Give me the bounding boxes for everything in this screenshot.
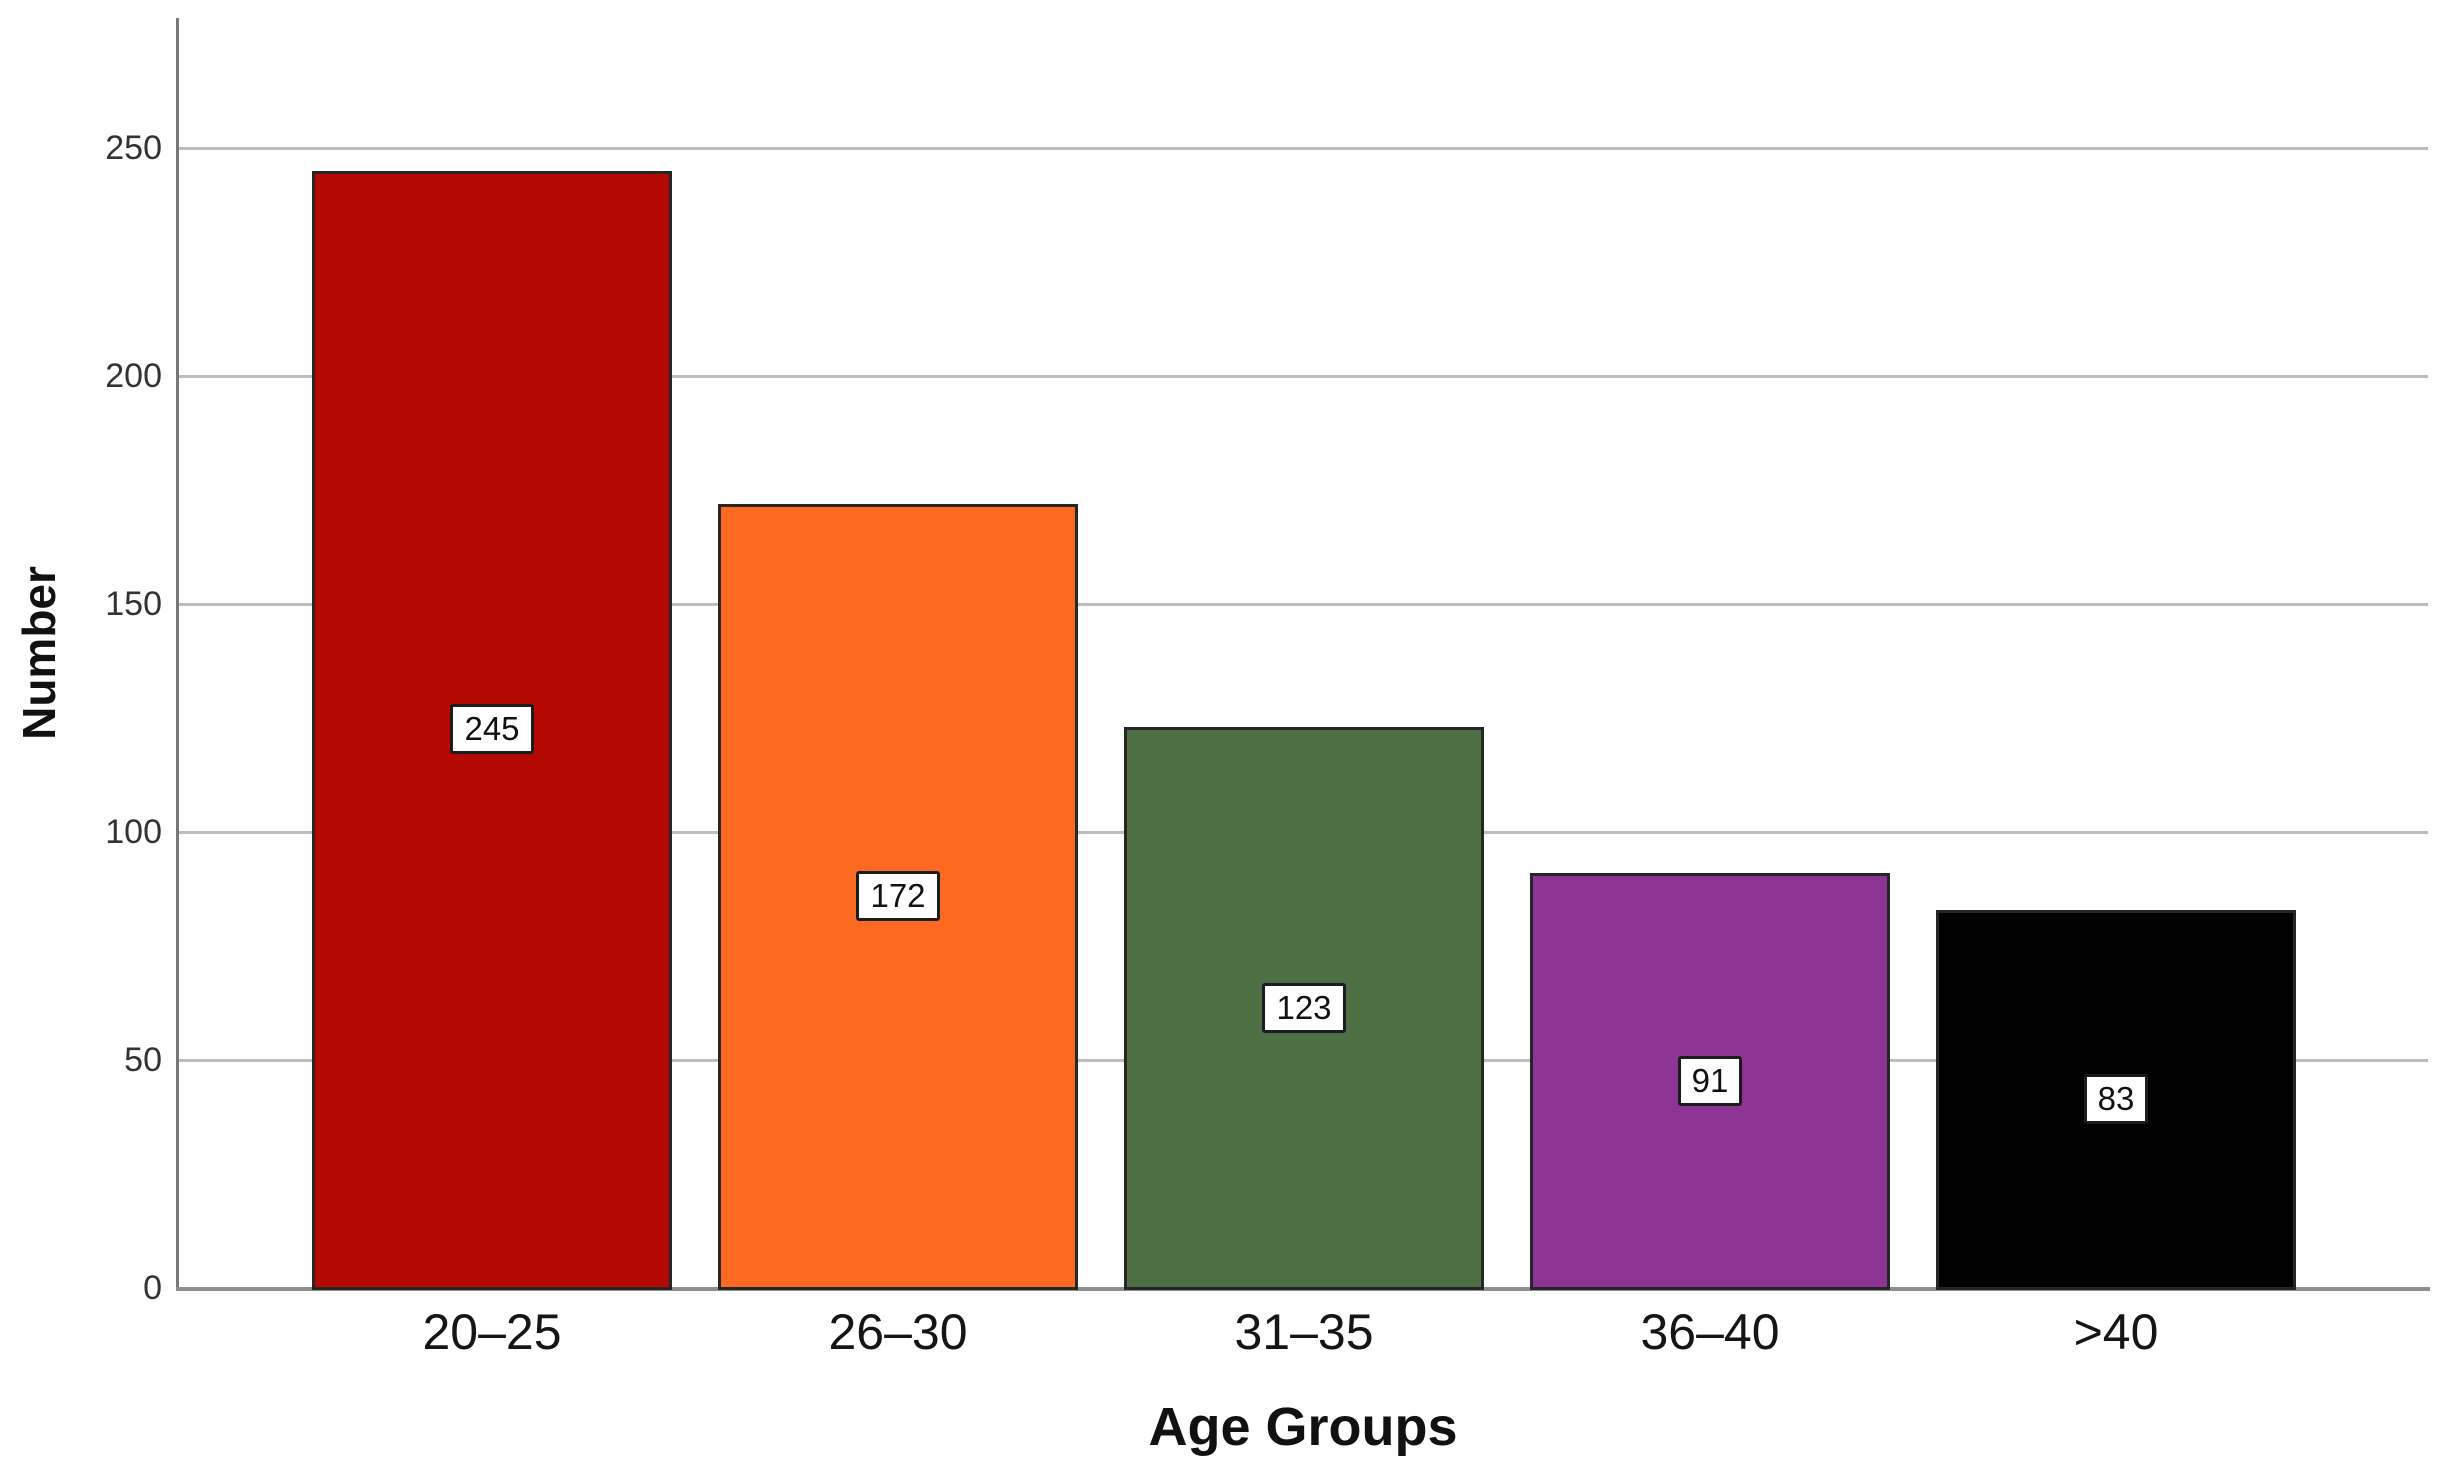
x-tick-label-31-35: 31–35 xyxy=(1234,1304,1374,1360)
bar-value-text-31-35: 123 xyxy=(1262,982,1346,1033)
y-tick-label-250: 250 xyxy=(105,129,162,167)
bar-value-text-26-30: 172 xyxy=(856,870,940,921)
y-tick-label-150: 150 xyxy=(105,585,162,623)
x-tick-label-gt-40: >40 xyxy=(2073,1304,2159,1360)
y-tick-label-50: 50 xyxy=(124,1041,162,1079)
y-tick-label-100: 100 xyxy=(105,813,162,851)
y-tick-label-200: 200 xyxy=(105,357,162,395)
gridline-200 xyxy=(179,375,2428,378)
bar-value-text-36-40: 91 xyxy=(1677,1055,1743,1106)
x-axis-title: Age Groups xyxy=(1148,1397,1458,1457)
y-axis-line xyxy=(176,18,179,1291)
bar-value-label-gt-40: 83 xyxy=(1936,1073,2296,1124)
gridline-250 xyxy=(179,147,2428,150)
x-tick-label-20-25: 20–25 xyxy=(422,1304,562,1360)
bar-value-text-20-25: 245 xyxy=(450,704,534,755)
gridline-150 xyxy=(179,603,2428,606)
x-tick-label-36-40: 36–40 xyxy=(1640,1304,1780,1360)
bar-value-label-31-35: 123 xyxy=(1124,982,1484,1033)
x-tick-label-26-30: 26–30 xyxy=(828,1304,968,1360)
bar-value-label-20-25: 245 xyxy=(312,704,672,755)
bar-value-text-gt-40: 83 xyxy=(2083,1073,2149,1124)
bar-value-label-26-30: 172 xyxy=(718,870,1078,921)
y-tick-label-0: 0 xyxy=(143,1269,162,1307)
bar-value-label-36-40: 91 xyxy=(1530,1055,1890,1106)
